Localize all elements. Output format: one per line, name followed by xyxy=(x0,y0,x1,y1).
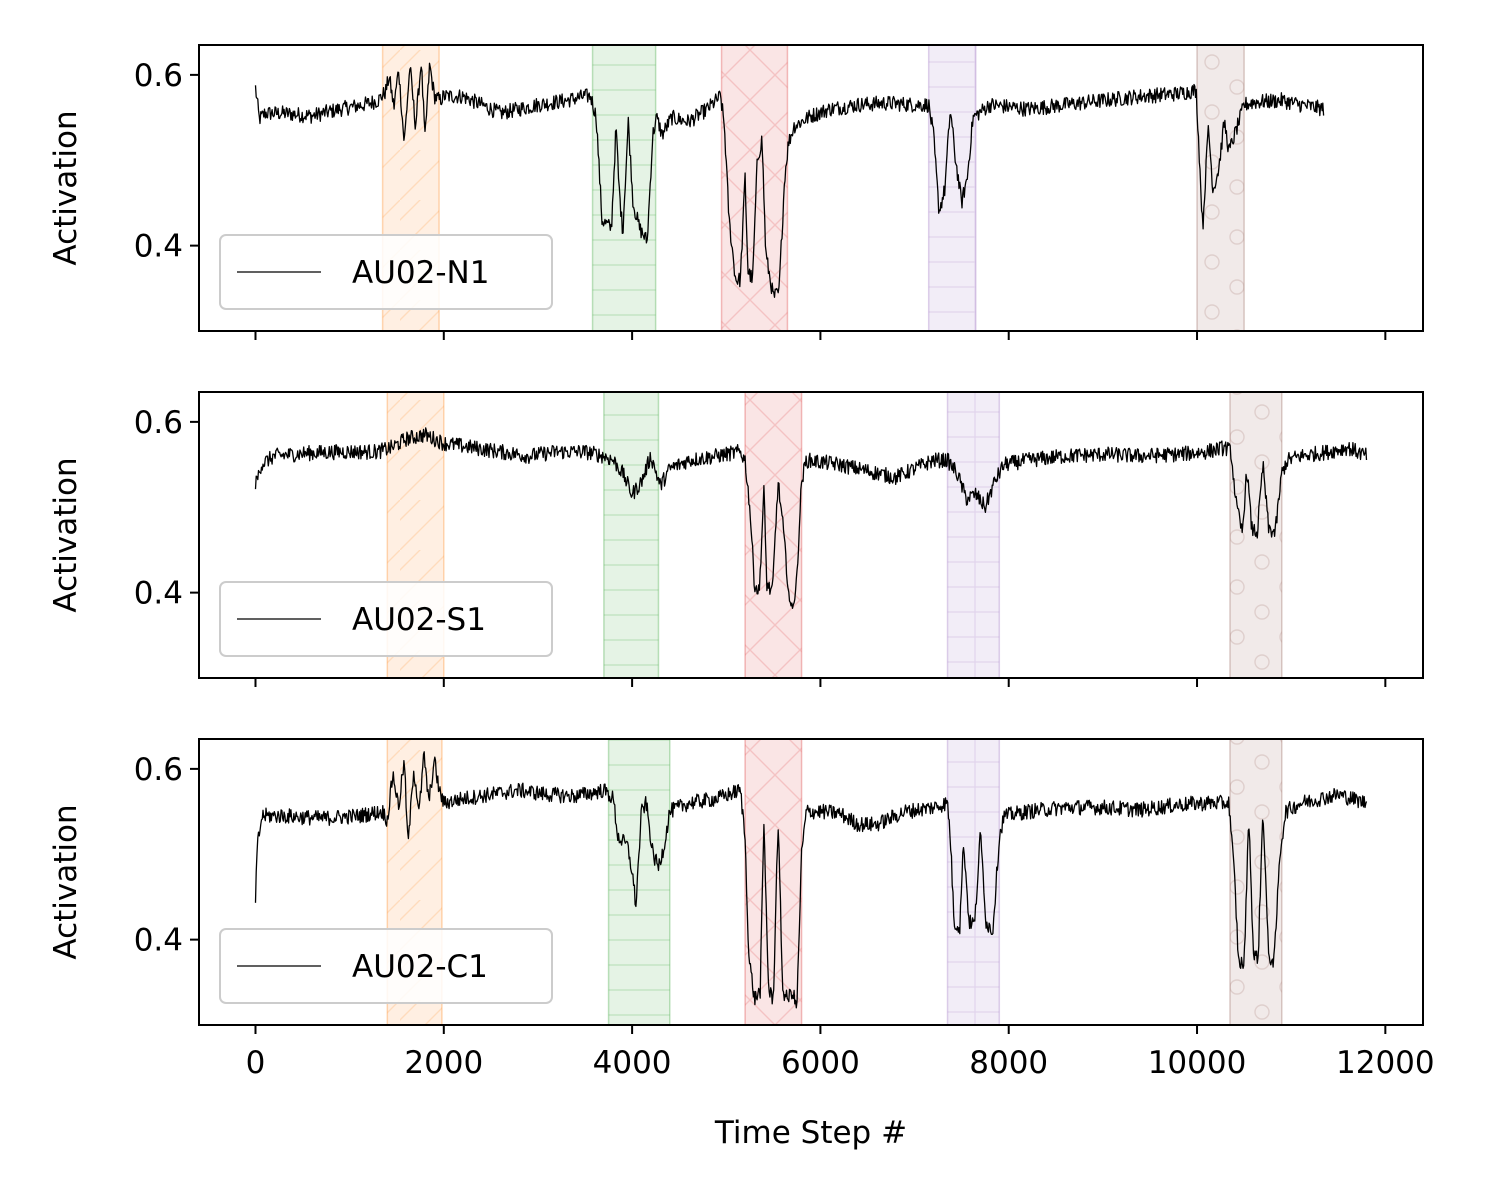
legend: AU02-C1 xyxy=(219,928,553,1004)
y-tick-label: 0.6 xyxy=(134,58,183,94)
y-tick-label: 0.6 xyxy=(134,405,183,441)
series-line-au02-c1 xyxy=(254,751,1368,1009)
highlight-band-hatch xyxy=(745,392,802,678)
highlight-band-hatch xyxy=(1229,739,1282,1025)
highlight-band-hatch xyxy=(947,392,1000,678)
highlight-band-hatch xyxy=(745,739,802,1025)
x-tick-label: 10000 xyxy=(1148,1045,1247,1081)
x-tick-label: 12000 xyxy=(1336,1045,1435,1081)
legend-label: AU02-S1 xyxy=(352,602,486,638)
y-tick-label: 0.6 xyxy=(134,752,183,788)
y-axis-label: Activation xyxy=(48,804,84,959)
axes-frame xyxy=(198,44,1424,332)
highlight-band-hatch xyxy=(608,739,670,1025)
legend-label: AU02-N1 xyxy=(352,255,489,291)
legend: AU02-N1 xyxy=(219,234,553,310)
subplot-2: 0.4 0.6 Activation AU02-S1 xyxy=(48,391,1424,687)
subplot-3: 0.4 0.6 0 2000 4000 6000 8000 10000 12000 Activat… xyxy=(48,738,1435,1081)
x-tick-label: 4000 xyxy=(593,1045,672,1081)
subplot-1: 0.4 0.6 Activation AU02-N1 xyxy=(48,44,1424,340)
legend-label: AU02-C1 xyxy=(352,949,488,985)
y-tick-label: 0.4 xyxy=(134,229,183,265)
legend-box xyxy=(219,928,553,1004)
highlight-band-hatch xyxy=(928,45,976,331)
y-axis-label: Activation xyxy=(48,457,84,612)
highlight-band-hatch xyxy=(603,392,659,678)
series-line-au02-n1 xyxy=(254,62,1325,298)
x-tick-label: 6000 xyxy=(781,1045,860,1081)
highlight-band-hatch xyxy=(721,45,788,331)
y-tick-label: 0.4 xyxy=(134,576,183,612)
legend-box xyxy=(219,234,553,310)
series-line-au02-s1 xyxy=(254,427,1368,609)
highlight-band-hatch xyxy=(947,739,1000,1025)
axes-frame xyxy=(198,738,1424,1026)
legend-box xyxy=(219,581,553,657)
x-tick-label: 2000 xyxy=(404,1045,483,1081)
axes-frame xyxy=(198,391,1424,679)
y-tick-label: 0.4 xyxy=(134,923,183,959)
y-axis-label: Activation xyxy=(48,110,84,265)
x-tick-label: 8000 xyxy=(969,1045,1048,1081)
x-axis-label: Time Step # xyxy=(714,1115,907,1151)
highlight-band-hatch xyxy=(592,45,656,331)
x-tick-label: 0 xyxy=(246,1045,266,1081)
highlight-band-hatch xyxy=(1197,45,1245,331)
legend: AU02-S1 xyxy=(219,581,553,657)
